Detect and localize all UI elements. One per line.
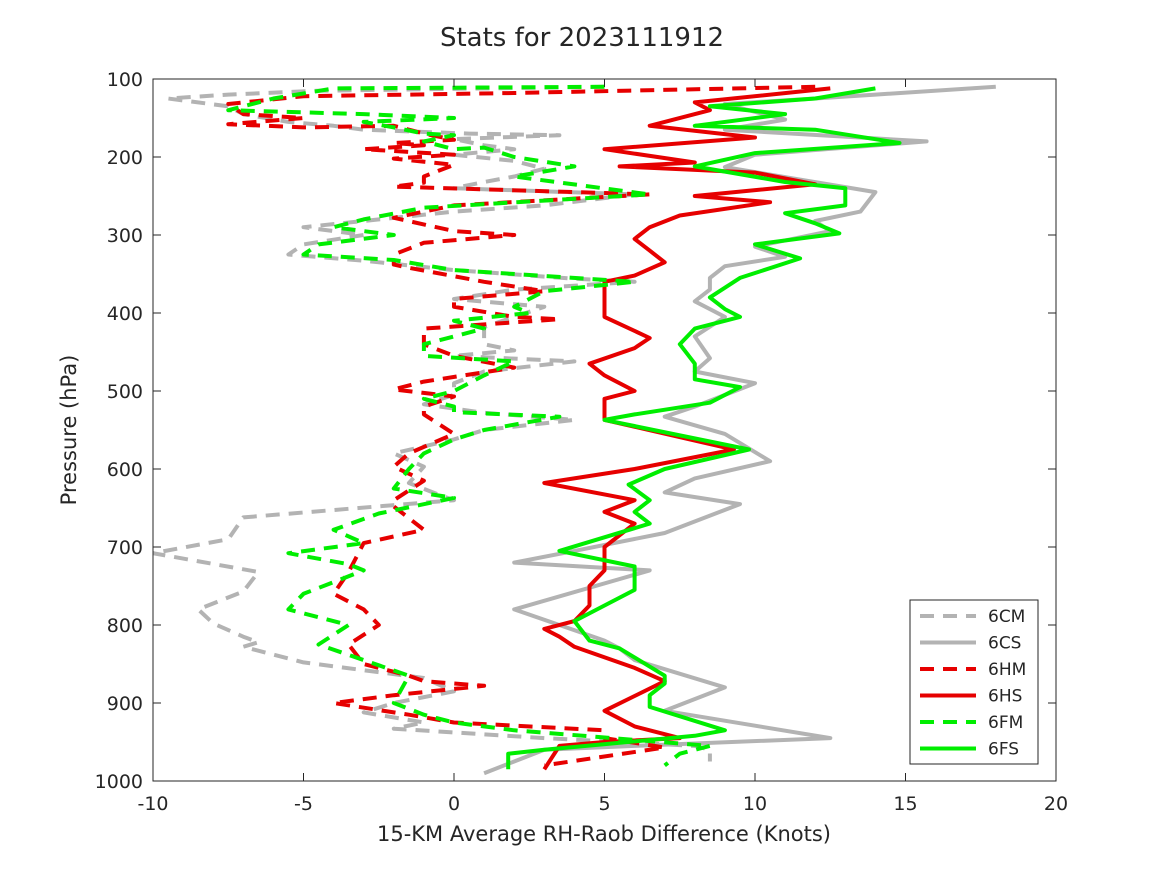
y-tick-label: 1000 <box>95 771 143 793</box>
series-layer <box>153 84 996 776</box>
y-axis-label: Pressure (hPa) <box>57 355 81 506</box>
legend-label: 6CS <box>988 634 1021 654</box>
legend-label: 6FM <box>988 713 1023 733</box>
series-line-6hm <box>226 84 816 768</box>
y-tick-label: 700 <box>107 537 143 559</box>
legend-label: 6CM <box>988 607 1025 627</box>
x-tick-label: 0 <box>448 793 460 815</box>
y-tick-label: 800 <box>107 615 143 637</box>
y-tick-label: 100 <box>107 69 143 91</box>
y-tick-label: 200 <box>107 147 143 169</box>
y-tick-label: 600 <box>107 459 143 481</box>
y-tick-label: 500 <box>107 381 143 403</box>
legend-label: 6HM <box>988 660 1026 680</box>
legend: 6CM 6CS 6HM 6HS 6FM 6FS <box>909 599 1039 765</box>
series-line-6fm <box>226 84 712 767</box>
y-tick-label: 900 <box>107 693 143 715</box>
series-line-6cm <box>153 84 712 762</box>
x-tick-label: 20 <box>1044 793 1068 815</box>
x-tick-label: 15 <box>893 793 917 815</box>
series-line-6hs <box>542 86 831 771</box>
chart-title: Stats for 2023111912 <box>440 23 724 53</box>
x-tick-label: -5 <box>294 793 313 815</box>
legend-label: 6HS <box>988 687 1022 707</box>
x-axis-label: 15-KM Average RH-Raob Difference (Knots) <box>377 822 831 846</box>
x-tick-label: -10 <box>137 793 168 815</box>
legend-box <box>909 599 1039 765</box>
x-tick-label: 5 <box>598 793 610 815</box>
x-tick-label: 10 <box>743 793 767 815</box>
y-axis: 100 200 300 400 500 600 700 800 900 1000 <box>95 69 1056 793</box>
y-tick-label: 400 <box>107 303 143 325</box>
x-axis: -10 -5 0 5 10 15 20 <box>137 79 1068 815</box>
legend-label: 6FS <box>988 740 1019 760</box>
series-line-6fs <box>506 86 902 770</box>
y-tick-label: 300 <box>107 225 143 247</box>
